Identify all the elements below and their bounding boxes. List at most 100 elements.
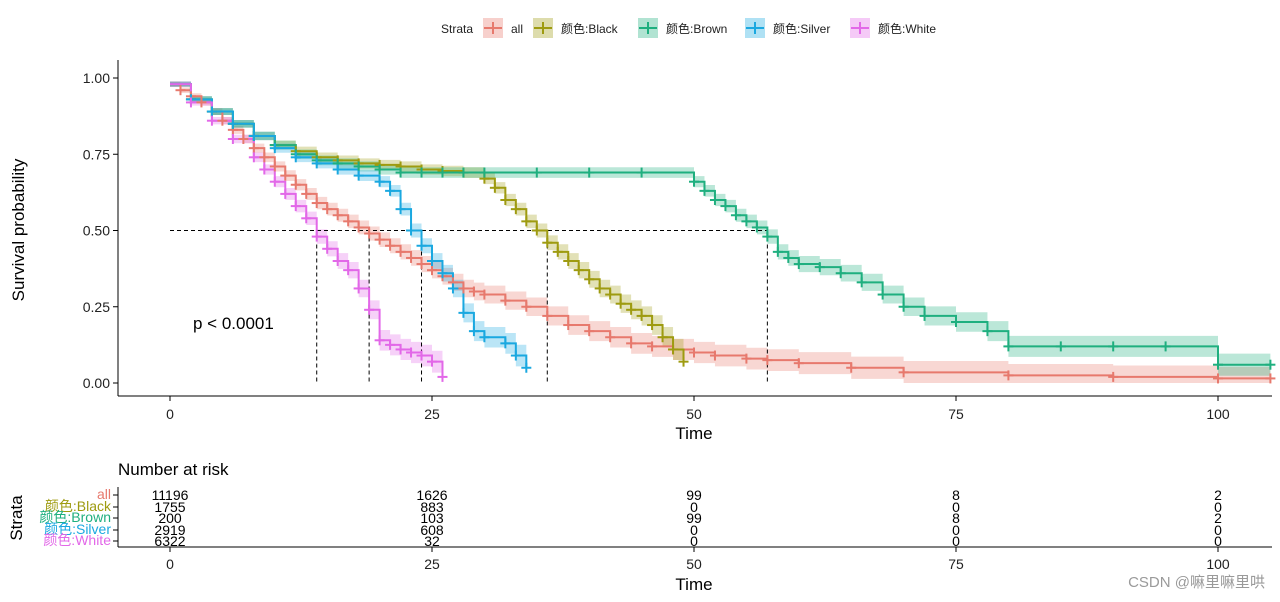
censor-mark-all <box>626 338 637 349</box>
censor-mark-white <box>427 356 437 367</box>
legend: Strata all 颜色:Black 颜色:Brown 颜色:Silver 颜色:Wh… <box>441 18 936 38</box>
legend-item-white: 颜色:White <box>850 18 936 38</box>
risk-table-y-axis-title: Strata <box>7 495 26 541</box>
censor-mark-all <box>259 152 270 163</box>
legend-item-brown: 颜色:Brown <box>638 18 727 38</box>
censor-mark-all <box>374 234 385 245</box>
risk-x-tick-label: 75 <box>948 556 964 572</box>
censor-mark-all <box>353 222 364 233</box>
censor-mark-all <box>793 358 804 369</box>
censor-mark-black <box>531 225 542 236</box>
censor-mark-silver <box>521 362 532 373</box>
censor-mark-brown <box>1213 359 1223 370</box>
y-tick-label: 0.75 <box>83 146 110 162</box>
censor-mark-silver <box>510 350 521 361</box>
risk-cell-all: 11196 <box>152 487 189 503</box>
censor-mark-white <box>437 371 448 382</box>
risk-cell-black: 883 <box>420 499 444 515</box>
censor-mark-brown <box>374 164 385 175</box>
censor-mark-all <box>385 240 396 251</box>
legend-label: 颜色:Silver <box>773 21 830 36</box>
censor-mark-all <box>269 161 280 172</box>
censor-mark-brown <box>1108 341 1119 352</box>
censor-mark-silver <box>447 283 458 294</box>
legend-item-silver: 颜色:Silver <box>745 18 830 38</box>
x-tick-label: 75 <box>948 406 964 422</box>
censor-mark-white <box>332 256 343 266</box>
y-tick-label: 0.25 <box>83 299 110 315</box>
censor-mark-brown <box>416 167 427 178</box>
risk-cell-all: 2 <box>1214 487 1222 503</box>
censor-mark-white <box>227 134 238 144</box>
legend-label: all <box>511 22 523 36</box>
censor-mark-all <box>542 310 553 321</box>
censor-mark-all <box>709 350 720 361</box>
band-brown <box>170 81 1271 376</box>
censor-mark-white <box>259 164 270 175</box>
y-tick-label: 0.00 <box>83 375 110 391</box>
censor-mark-all <box>647 341 658 352</box>
censor-mark-white <box>353 283 364 294</box>
censor-mark-silver <box>311 158 322 169</box>
censor-mark-all <box>846 362 857 373</box>
censor-mark-silver <box>332 164 343 175</box>
censor-mark-brown <box>877 289 888 300</box>
risk-cell-silver: 0 <box>690 522 698 538</box>
y-axis-title: Survival probability <box>9 158 28 301</box>
x-axis-title: Time <box>675 424 712 443</box>
censor-mark-brown <box>835 268 846 279</box>
x-tick-label: 50 <box>686 406 702 422</box>
censor-mark-all <box>427 265 437 276</box>
censor-mark-white <box>185 97 196 108</box>
censor-mark-all <box>584 326 595 337</box>
censor-mark-all <box>343 216 354 227</box>
censor-mark-all <box>175 85 186 96</box>
risk-cell-brown: 99 <box>686 510 702 526</box>
censor-mark-brown <box>1265 359 1276 370</box>
censor-mark-silver <box>437 268 448 279</box>
risk-table-x-axis-title: Time <box>675 575 712 594</box>
watermark: CSDN @嘛里嘛里哄 <box>1128 574 1265 591</box>
censor-mark-black <box>647 320 658 331</box>
x-tick-label: 100 <box>1206 406 1230 422</box>
censor-mark-black <box>615 298 626 309</box>
censor-mark-black <box>563 256 574 266</box>
risk-cell-all: 99 <box>686 487 702 503</box>
censor-mark-all <box>311 198 322 209</box>
censor-mark-black <box>552 246 563 257</box>
censor-mark-brown <box>636 167 647 178</box>
risk-cell-black: 0 <box>690 499 698 515</box>
censor-mark-brown <box>919 310 930 321</box>
censor-mark-all <box>290 179 301 190</box>
risk-cell-white: 0 <box>1214 533 1222 549</box>
censor-mark-black <box>657 332 668 343</box>
risk-cell-brown: 2 <box>1214 510 1222 526</box>
legend-title: Strata <box>441 22 473 36</box>
censor-mark-brown <box>814 262 825 273</box>
censor-mark-all <box>741 353 752 364</box>
censor-mark-silver <box>353 170 364 181</box>
x-tick-label: 25 <box>424 406 440 422</box>
risk-cell-silver: 2919 <box>154 522 185 538</box>
censor-mark-silver <box>416 240 427 251</box>
censor-mark-brown <box>856 277 867 288</box>
censor-mark-brown <box>783 252 794 263</box>
legend-item-all: all <box>483 18 523 38</box>
legend-label: 颜色:Brown <box>666 21 727 36</box>
risk-cell-brown: 103 <box>420 510 444 526</box>
censor-mark-silver <box>385 185 396 196</box>
censor-mark-black <box>489 182 500 193</box>
risk-cell-white: 32 <box>424 533 440 549</box>
censor-mark-black <box>678 356 689 367</box>
censor-mark-silver <box>290 152 301 163</box>
censor-mark-all <box>898 367 909 378</box>
censor-mark-all <box>458 283 469 294</box>
band-white <box>170 81 443 384</box>
censor-mark-all <box>416 259 427 270</box>
censor-mark-brown <box>689 176 699 187</box>
censor-mark-white <box>301 213 312 224</box>
censor-mark-black <box>626 304 637 315</box>
risk-row-label-all: all <box>97 486 111 502</box>
y-tick-label: 1.00 <box>83 70 110 86</box>
